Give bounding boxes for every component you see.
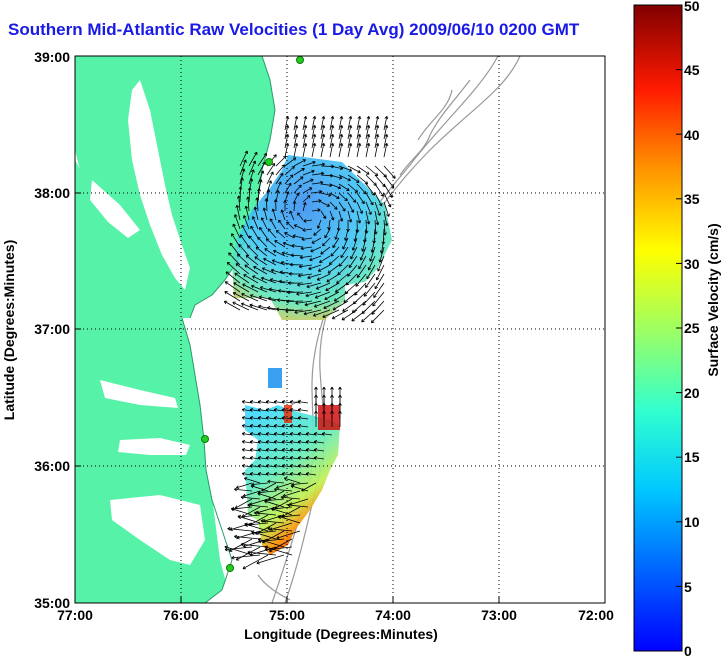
colorbar-scale	[633, 4, 683, 652]
colorbar-tick-label: 45	[684, 62, 700, 78]
colorbar: 50 45 40 35 30 25 20 15 10 5 0 Surface V…	[633, 0, 721, 659]
map-title: Southern Mid-Atlantic Raw Velocities (1 …	[8, 20, 580, 39]
colorbar-ticks	[676, 4, 682, 652]
colorbar-tick-label: 10	[684, 514, 700, 530]
south-velocity-field	[245, 405, 340, 555]
velocity-vectors	[223, 116, 396, 570]
y-tick-label: 37:00	[34, 321, 70, 337]
y-axis-label: Latitude (Degrees:Minutes)	[1, 240, 17, 420]
x-tick-label: 75:00	[269, 607, 305, 623]
colorbar-tick-label: 5	[684, 579, 692, 595]
colorbar-tick-label: 50	[684, 0, 700, 14]
x-axis-label: Longitude (Degrees:Minutes)	[244, 626, 438, 642]
x-tick-label: 72:00	[578, 607, 614, 623]
colorbar-tick-label: 15	[684, 449, 700, 465]
y-tick-label: 36:00	[34, 458, 70, 474]
colorbar-label: Surface Velocity (cm/s)	[705, 223, 721, 376]
x-tick-label: 76:00	[163, 607, 199, 623]
y-tick-label: 35:00	[34, 595, 70, 611]
station-markers	[201, 56, 304, 572]
y-tick-label: 39:00	[34, 49, 70, 65]
x-tick-label: 73:00	[481, 607, 517, 623]
colorbar-tick-label: 25	[684, 320, 700, 336]
colorbar-tick-label: 35	[684, 191, 700, 207]
colorbar-tick-label: 30	[684, 256, 700, 272]
colorbar-tick-label: 20	[684, 385, 700, 401]
axis-ticks	[74, 55, 606, 604]
colorbar-tick-label: 0	[684, 643, 692, 659]
x-tick-label: 74:00	[375, 607, 411, 623]
colorbar-tick-label: 40	[684, 127, 700, 143]
grid-lines	[75, 56, 605, 603]
x-tick-label: 77:00	[57, 607, 93, 623]
small-velocity-patch	[268, 368, 282, 388]
y-tick-label: 38:00	[34, 185, 70, 201]
